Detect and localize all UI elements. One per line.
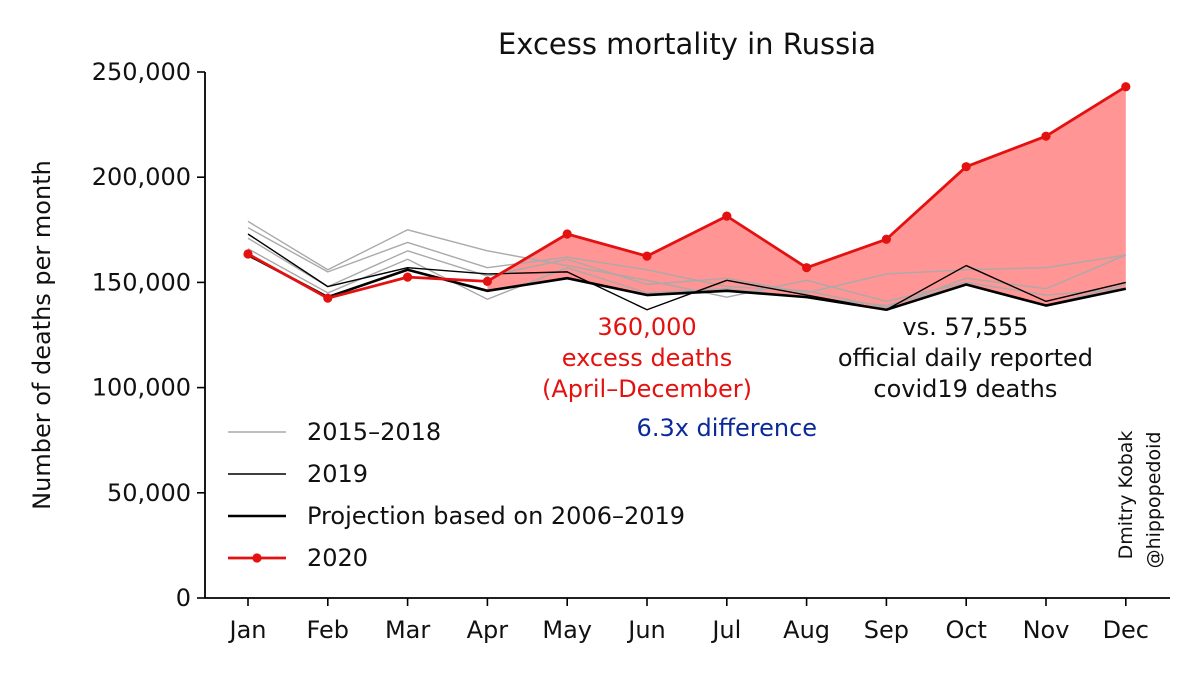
y-tick-label: 200,000	[92, 163, 191, 191]
annotation-1-line-3: (April–December)	[542, 375, 752, 403]
2020-point-may	[562, 229, 572, 239]
y-tick-label: 250,000	[92, 58, 191, 86]
axes-layer: 0 50,000 100,000 150,000 200,000 250,000 Jan Fe…	[92, 58, 1170, 644]
annotations-layer: 360,000 excess deaths (April–December) vs. …	[542, 313, 1093, 442]
annotation-1-line-2: excess deaths	[562, 344, 733, 372]
legend-label-2020: 2020	[307, 544, 368, 572]
2020-point-feb	[323, 293, 333, 303]
2020-point-nov	[1041, 131, 1051, 141]
y-tick-label: 0	[176, 584, 191, 612]
x-tick-label: Jan	[228, 616, 267, 644]
2019-line	[247, 233, 1126, 311]
series-lines-layer	[243, 82, 1131, 312]
x-tick-label: Feb	[307, 616, 350, 644]
x-tick-label: Jun	[626, 616, 666, 644]
2020-point-oct	[961, 162, 971, 172]
y-tick-label: 150,000	[92, 268, 191, 296]
legend-label-projection-based-on-2006-2019: Projection based on 2006–2019	[307, 502, 685, 530]
2020-point-aug	[802, 263, 812, 273]
legend-label-2019: 2019	[307, 460, 368, 488]
history-line-1	[247, 220, 1126, 303]
excess-deaths-area	[487, 86, 1126, 310]
x-tick-label: Jul	[710, 616, 741, 644]
2020-line	[247, 85, 1127, 300]
2020-point-apr	[482, 276, 492, 286]
legend-label-2015-2018: 2015–2018	[307, 418, 441, 446]
2020-point-sep	[881, 234, 892, 244]
annotation-2-line-3: covid19 deaths	[873, 375, 1057, 403]
credit-name: Dmitry Kobak	[1115, 431, 1137, 560]
annotation-2-line-1: vs. 57,555	[902, 313, 1028, 341]
annotation-1-line-1: 360,000	[597, 313, 696, 341]
annotation-2-line-2: official daily reported	[838, 344, 1093, 372]
x-tick-label: Nov	[1023, 616, 1070, 644]
chart-title: Excess mortality in Russia	[498, 27, 876, 61]
x-tick-label: Dec	[1103, 616, 1149, 644]
excess-area-layer	[487, 86, 1126, 310]
x-tick-label: May	[542, 616, 592, 644]
y-tick-label: 50,000	[107, 479, 191, 507]
2020-point-mar	[403, 272, 413, 282]
x-tick-label: Oct	[945, 616, 987, 644]
x-tick-label: Mar	[385, 616, 430, 644]
2020-point-jan	[243, 249, 253, 259]
history-line-2	[247, 227, 1127, 309]
history-line-3	[247, 237, 1126, 294]
x-tick-label: Sep	[864, 616, 909, 644]
x-tick-label: Aug	[783, 616, 830, 644]
x-tick-label: Apr	[467, 616, 509, 644]
2020-point-dec	[1121, 82, 1131, 92]
legend: 2015–2018 2019 Projection based on 2006–20…	[228, 418, 685, 572]
2020-point-jul	[722, 211, 732, 221]
2020-point-jun	[642, 251, 652, 261]
credit-handle: @hippopedoid	[1143, 432, 1165, 569]
projection-based-on-2006-2019-line	[247, 253, 1127, 312]
y-axis-label: Number of deaths per month	[28, 160, 56, 510]
annotation-3-line-1: 6.3x difference	[637, 414, 817, 442]
legend-marker-2020	[252, 553, 262, 563]
y-tick-label: 100,000	[92, 374, 191, 402]
